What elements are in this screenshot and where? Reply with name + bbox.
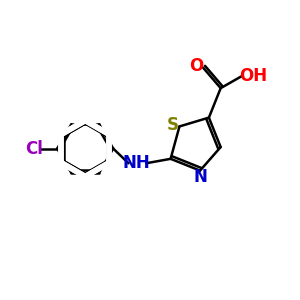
Text: S: S xyxy=(167,116,179,134)
Text: OH: OH xyxy=(240,68,268,85)
Text: O: O xyxy=(189,57,204,75)
Text: Cl: Cl xyxy=(25,140,43,158)
Text: NH: NH xyxy=(123,154,151,172)
Text: N: N xyxy=(194,168,208,186)
